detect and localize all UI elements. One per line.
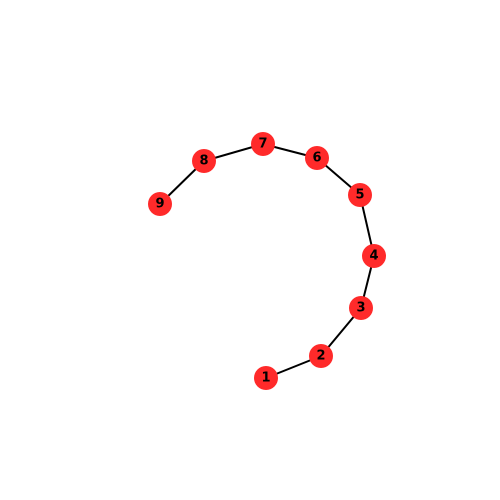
node-label: 7 bbox=[258, 137, 267, 152]
node-5: 5 bbox=[348, 183, 372, 207]
node-8: 8 bbox=[192, 149, 216, 173]
node-4: 4 bbox=[362, 244, 386, 268]
node-circle bbox=[254, 366, 278, 390]
node-circle bbox=[349, 296, 373, 320]
node-label: 8 bbox=[199, 154, 208, 169]
edges-layer bbox=[159, 143, 375, 379]
node-label: 3 bbox=[356, 301, 365, 316]
node-label: 6 bbox=[312, 151, 321, 166]
node-circle bbox=[305, 146, 329, 170]
node-circle bbox=[309, 344, 333, 368]
node-circle bbox=[362, 244, 386, 268]
node-1: 1 bbox=[254, 366, 278, 390]
node-7: 7 bbox=[251, 132, 275, 156]
node-circle bbox=[148, 192, 172, 216]
node-label: 4 bbox=[369, 249, 378, 264]
node-label: 2 bbox=[316, 349, 325, 364]
node-9: 9 bbox=[148, 192, 172, 216]
node-label: 1 bbox=[261, 371, 270, 386]
node-label: 9 bbox=[155, 197, 164, 212]
node-label: 5 bbox=[355, 188, 364, 203]
nodes-layer: 1 2 3 4 5 6 7 8 9 bbox=[148, 132, 386, 390]
node-circle bbox=[251, 132, 275, 156]
node-6: 6 bbox=[305, 146, 329, 170]
node-circle bbox=[348, 183, 372, 207]
node-circle bbox=[192, 149, 216, 173]
node-3: 3 bbox=[349, 296, 373, 320]
node-2: 2 bbox=[309, 344, 333, 368]
